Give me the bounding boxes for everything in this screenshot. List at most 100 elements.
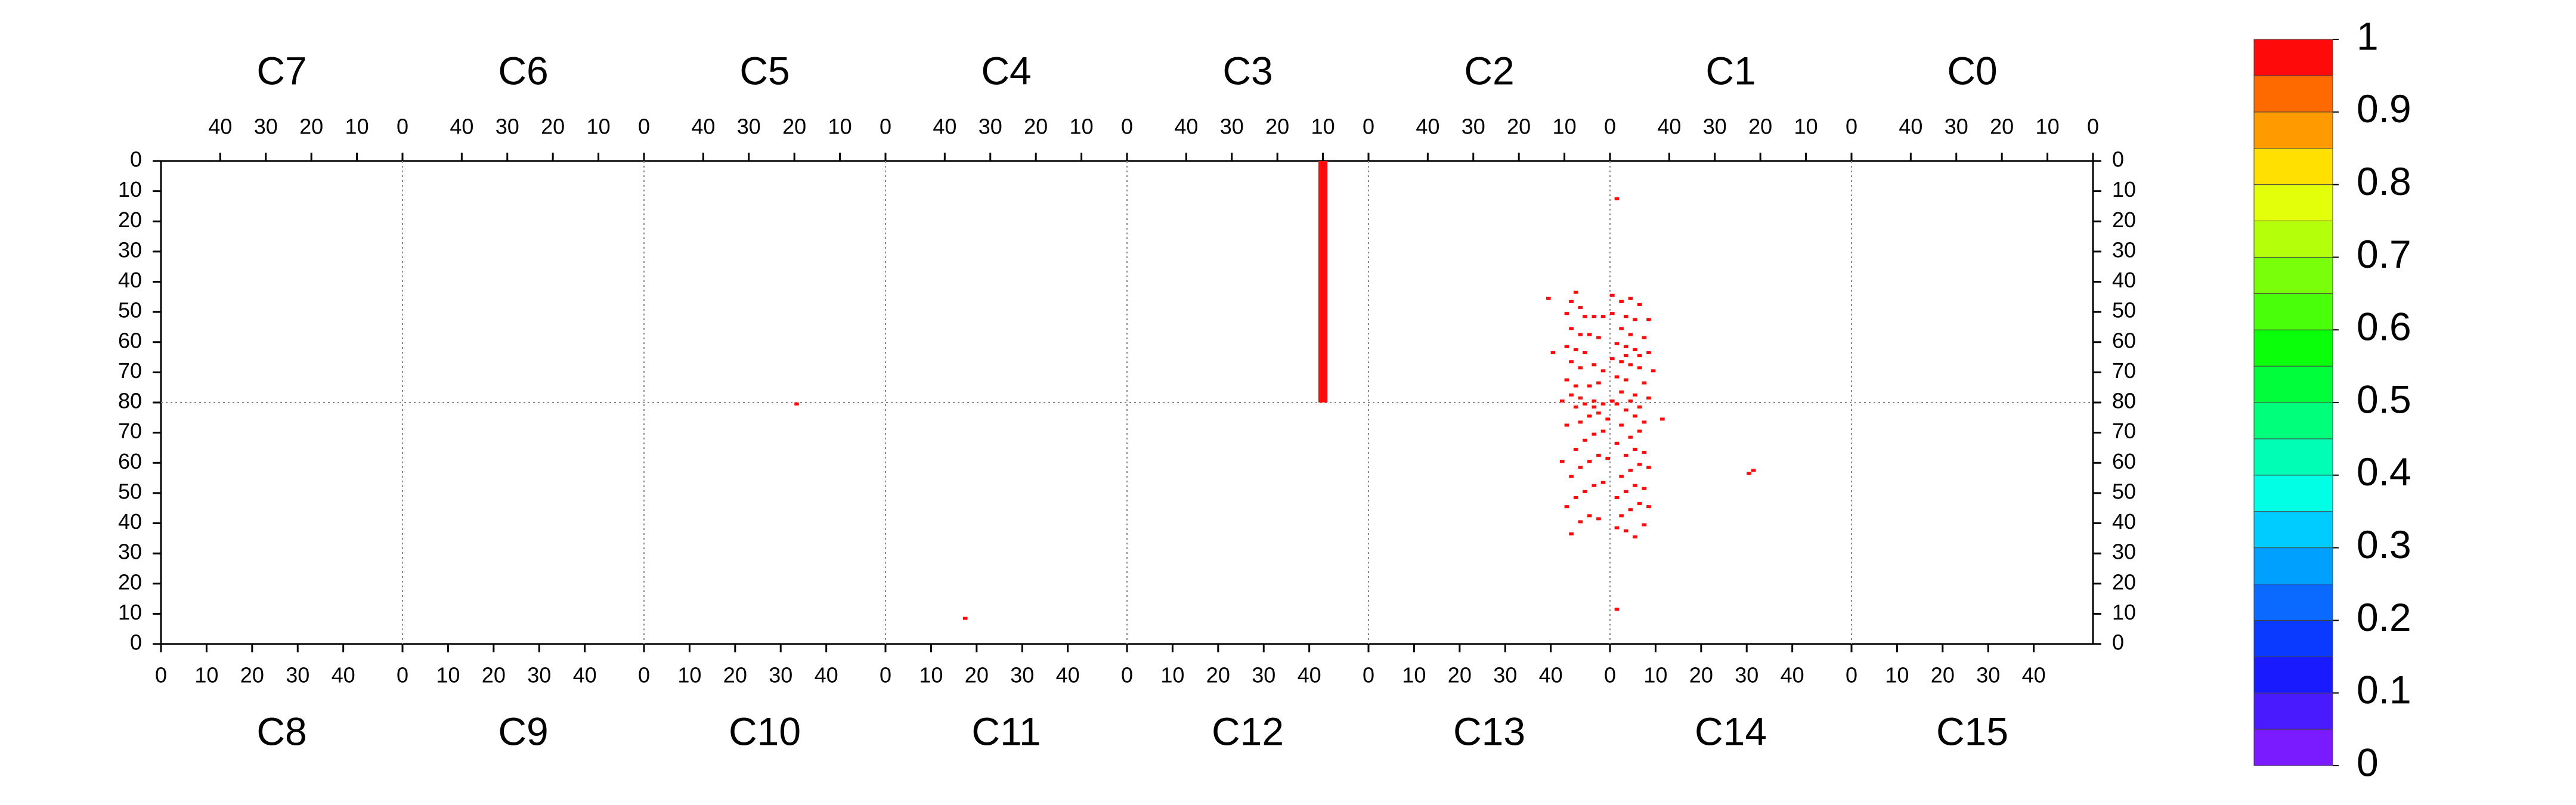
hit-cell (1646, 351, 1651, 354)
x-tick-label: 40 (573, 663, 597, 688)
x-tick-label: 20 (1931, 663, 1955, 688)
x-tick-label: 40 (1657, 114, 1681, 139)
hit-cell (1633, 447, 1637, 451)
colorbar-swatch (2253, 366, 2333, 403)
hit-cell (1628, 399, 1633, 402)
x-tick-label: 0 (155, 663, 167, 688)
colorbar-swatch (2253, 112, 2333, 149)
y-tick-label: 80 (2112, 389, 2136, 413)
hit-cell (1578, 420, 1583, 424)
hit-cell (1623, 315, 1628, 318)
panel-title: C10 (729, 709, 801, 753)
hit-cell (1642, 336, 1647, 339)
x-tick-label: 40 (450, 114, 473, 139)
hit-cell (1587, 333, 1592, 336)
panel-title: C14 (1695, 709, 1767, 753)
y-tick-label: 10 (118, 600, 142, 624)
hit-cell (1592, 363, 1597, 367)
panel-title: C12 (1212, 709, 1284, 753)
x-tick-label: 10 (828, 114, 852, 139)
hit-cell (1573, 348, 1578, 351)
hit-cell (1564, 378, 1569, 382)
y-tick-label: 60 (118, 449, 142, 473)
x-tick-label: 10 (2036, 114, 2060, 139)
x-tick-label: 10 (587, 114, 611, 139)
x-tick-label: 0 (638, 663, 650, 688)
hit-cell (1596, 411, 1601, 415)
hit-cell (1628, 333, 1633, 336)
x-tick-label: 0 (1604, 663, 1616, 688)
colorbar-swatch (2253, 475, 2333, 512)
y-tick-label: 70 (2112, 419, 2136, 443)
x-tick-label: 40 (1416, 114, 1439, 139)
hit-cell (1646, 396, 1651, 400)
hit-cell (1578, 396, 1583, 400)
hit-cell (1573, 290, 1578, 294)
x-tick-label: 30 (1976, 663, 2000, 688)
y-tick-label: 40 (118, 509, 142, 534)
hit-cell (1578, 466, 1583, 469)
x-tick-label: 40 (1899, 114, 1922, 139)
hit-cell (1637, 429, 1642, 433)
hit-cell (1583, 315, 1587, 318)
hit-cell (1633, 484, 1637, 487)
x-tick-label: 10 (1885, 663, 1909, 688)
y-tick-label: 0 (130, 147, 142, 172)
x-tick-label: 20 (1990, 114, 2014, 139)
y-tick-label: 80 (2112, 389, 2136, 413)
x-tick-label: 10 (1794, 114, 1818, 139)
hit-cell (1592, 484, 1597, 487)
panel-title: C9 (498, 709, 548, 753)
hit-cell (1623, 408, 1628, 412)
y-tick-label: 80 (118, 389, 142, 413)
x-tick-label: 10 (1311, 114, 1335, 139)
colorbar-tick-label: 0.6 (2357, 305, 2411, 349)
x-tick-label: 0 (1121, 663, 1133, 688)
x-tick-label: 30 (1462, 114, 1485, 139)
x-tick-label: 20 (1024, 114, 1048, 139)
y-tick-label: 80 (118, 389, 142, 413)
hit-cell (1628, 435, 1633, 439)
y-tick-label: 10 (118, 177, 142, 202)
x-tick-label: 20 (723, 663, 747, 688)
hit-cell (1637, 463, 1642, 466)
hit-cell (1637, 354, 1642, 358)
colorbar-swatch (2253, 584, 2333, 621)
x-tick-label: 40 (1539, 663, 1563, 688)
hit-cell (1633, 414, 1637, 418)
hit-cell (1564, 505, 1569, 509)
y-tick-label: 0 (2112, 630, 2124, 655)
hit-cell (1569, 393, 1574, 397)
hit-cell (1569, 360, 1574, 364)
hit-cell (1592, 432, 1597, 436)
x-tick-label: 20 (1448, 663, 1472, 688)
x-tick-label: 0 (1604, 114, 1616, 139)
hit-cell (1573, 384, 1578, 388)
hit-cell (1573, 405, 1578, 409)
colorbar-swatch (2253, 75, 2333, 113)
x-tick-label: 40 (815, 663, 838, 688)
hit-cell (1578, 333, 1583, 336)
panel-title: C2 (1464, 48, 1514, 92)
x-tick-label: 10 (1553, 114, 1577, 139)
x-tick-label: 20 (482, 663, 506, 688)
hit-cell (1610, 399, 1615, 402)
y-tick-label: 40 (2112, 268, 2136, 292)
colorbar-swatch (2253, 438, 2333, 476)
hit-cell (1642, 523, 1647, 527)
x-tick-label: 0 (1121, 114, 1133, 139)
hit-cell (1646, 318, 1651, 321)
hit-cell (1583, 490, 1587, 493)
y-tick-label: 20 (2112, 569, 2136, 594)
hit-cell (1619, 514, 1624, 518)
x-tick-label: 10 (345, 114, 369, 139)
hit-cell (1600, 481, 1606, 484)
x-tick-label: 10 (1070, 114, 1094, 139)
panel-title: C11 (971, 709, 1041, 753)
x-tick-label: 20 (1265, 114, 1289, 139)
panel-title: C13 (1453, 709, 1525, 753)
x-tick-label: 0 (2087, 114, 2099, 139)
hit-cell (1592, 399, 1597, 402)
x-tick-label: 30 (527, 663, 551, 688)
